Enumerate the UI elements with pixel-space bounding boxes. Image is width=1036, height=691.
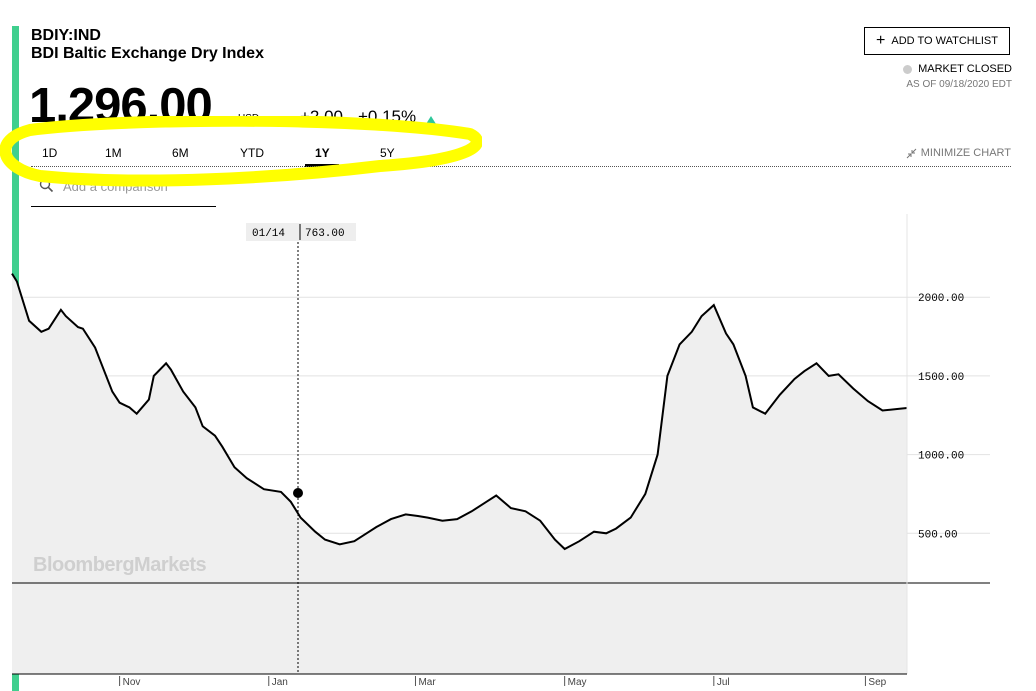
price-line xyxy=(11,273,908,551)
tooltip-value: 763.00 xyxy=(305,228,345,240)
x-tick-label: May xyxy=(568,677,587,688)
minimize-icon xyxy=(906,148,917,158)
market-status: MARKET CLOSED xyxy=(903,63,1012,75)
watchlist-label: ADD TO WATCHLIST xyxy=(891,35,998,47)
x-tick-label: Sep xyxy=(868,677,886,688)
y-tick-label: 1500.00 xyxy=(918,372,964,384)
minimize-label: MINIMIZE CHART xyxy=(920,147,1011,159)
y-axis-labels: 2000.00 1500.00 1000.00 500.00 xyxy=(918,293,964,541)
ticker-symbol: BDIY:IND xyxy=(31,27,101,44)
price-area-fill xyxy=(12,273,907,674)
crosshair-marker xyxy=(293,488,303,498)
status-dot-icon xyxy=(903,64,913,74)
x-tick-label: Nov xyxy=(123,677,141,688)
add-to-watchlist-button[interactable]: + ADD TO WATCHLIST xyxy=(864,27,1010,55)
tooltip-box xyxy=(246,223,356,241)
y-tick-label: 1000.00 xyxy=(918,451,964,463)
tab-divider xyxy=(31,166,1011,167)
tooltip-date: 01/14 xyxy=(252,228,285,240)
market-status-label: MARKET CLOSED xyxy=(918,63,1012,75)
minimize-chart-button[interactable]: MINIMIZE CHART xyxy=(906,147,1011,159)
as-of-timestamp: AS OF 09/18/2020 EDT xyxy=(906,79,1012,90)
security-name: BDI Baltic Exchange Dry Index xyxy=(31,45,264,62)
x-tick-label: Mar xyxy=(418,677,436,688)
comparison-underline xyxy=(31,206,216,207)
y-tick-label: 500.00 xyxy=(918,529,958,541)
plus-icon: + xyxy=(876,32,886,49)
bloomberg-watermark: BloombergMarkets xyxy=(33,554,207,576)
y-tick-label: 2000.00 xyxy=(918,293,964,305)
x-axis-labels: Nov Jan Mar May Jul Sep xyxy=(119,676,887,688)
x-tick-label: Jan xyxy=(272,677,288,688)
x-tick-label: Jul xyxy=(717,677,730,688)
